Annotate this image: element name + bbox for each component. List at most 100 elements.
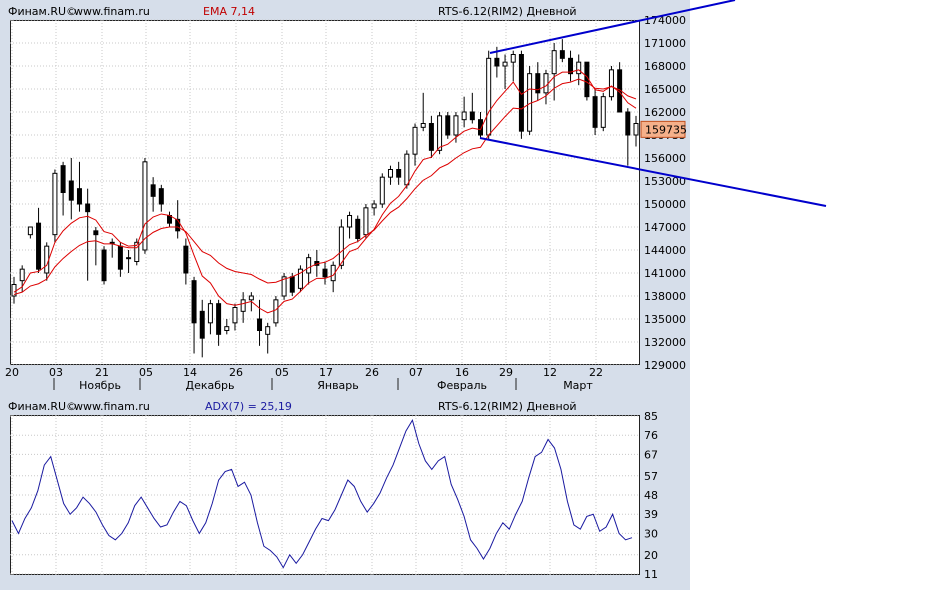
candle-body bbox=[379, 176, 385, 205]
candle-body bbox=[600, 96, 606, 128]
month-label: Март bbox=[563, 379, 593, 392]
adx-axis-tick: 11 bbox=[644, 568, 658, 581]
candle-body bbox=[52, 172, 58, 236]
month-label: Декабрь bbox=[186, 379, 235, 392]
date-axis-tick: 20 bbox=[5, 366, 19, 379]
candle-body bbox=[216, 303, 222, 335]
price-axis-tick: 138000 bbox=[644, 290, 686, 303]
candle-body bbox=[76, 188, 82, 205]
candle-body bbox=[371, 203, 377, 209]
price-axis-tick: 150000 bbox=[644, 198, 686, 211]
adx-source-label: Финам.RU© bbox=[8, 400, 78, 413]
price-axis-tick: 165000 bbox=[644, 83, 686, 96]
candle-body bbox=[527, 73, 533, 132]
candle-body bbox=[338, 226, 344, 266]
adx-axis-tick: 76 bbox=[644, 429, 658, 442]
candle-body bbox=[592, 96, 598, 128]
adx-axis-tick: 39 bbox=[644, 508, 658, 521]
candle-body bbox=[289, 276, 295, 293]
candle-body bbox=[240, 299, 246, 312]
date-axis-tick: 07 bbox=[409, 366, 423, 379]
candle-body bbox=[117, 245, 123, 270]
candle-body bbox=[535, 73, 541, 94]
adx-source-url: www.finam.ru bbox=[74, 400, 150, 413]
candle-body bbox=[494, 57, 500, 67]
candle-body bbox=[207, 303, 213, 324]
candle-body bbox=[404, 153, 410, 186]
candle-body bbox=[559, 50, 565, 59]
candle-body bbox=[396, 169, 402, 178]
candle-body bbox=[191, 280, 197, 324]
candle-body bbox=[478, 119, 483, 136]
candle-body bbox=[486, 57, 492, 136]
candle-body bbox=[355, 218, 361, 239]
candle-body bbox=[36, 222, 42, 270]
candle-body bbox=[248, 295, 254, 301]
price-axis-tick: 147000 bbox=[644, 221, 686, 234]
candle-body bbox=[420, 123, 426, 128]
candle-body bbox=[265, 326, 271, 335]
adx-axis-tick: 57 bbox=[644, 470, 658, 483]
price-axis-tick: 129000 bbox=[644, 359, 686, 372]
candle-body bbox=[101, 249, 107, 282]
candle-body bbox=[11, 284, 17, 297]
candle-body bbox=[126, 257, 132, 260]
price-axis-tick: 141000 bbox=[644, 267, 686, 280]
candle-body bbox=[543, 73, 549, 94]
ema-7-line bbox=[13, 69, 637, 314]
candle-body bbox=[44, 245, 50, 274]
adx-axis-tick: 20 bbox=[644, 549, 658, 562]
adx-axis-tick: 30 bbox=[644, 527, 658, 540]
candle-body bbox=[576, 61, 582, 75]
ema-14-line bbox=[13, 78, 637, 295]
date-axis-tick: 21 bbox=[95, 366, 109, 379]
candle-body bbox=[568, 57, 574, 75]
last-price-box bbox=[640, 120, 686, 138]
date-axis-tick: 12 bbox=[543, 366, 557, 379]
candle-body bbox=[363, 207, 369, 236]
candle-body bbox=[175, 218, 181, 232]
adx-line bbox=[11, 419, 633, 569]
date-axis-tick: 05 bbox=[275, 366, 289, 379]
candle-body bbox=[273, 299, 279, 324]
lower-trendline bbox=[479, 137, 827, 207]
price-axis-tick: 135000 bbox=[644, 313, 686, 326]
candle-body bbox=[322, 268, 328, 278]
date-axis-tick: 17 bbox=[319, 366, 333, 379]
date-axis-tick: 14 bbox=[183, 366, 197, 379]
month-label: Ноябрь bbox=[79, 379, 121, 392]
candle-body bbox=[445, 115, 451, 136]
price-axis-tick: 156000 bbox=[644, 152, 686, 165]
candle-body bbox=[437, 115, 443, 151]
price-axis-tick: 168000 bbox=[644, 60, 686, 73]
last-price-label: 159735 bbox=[645, 123, 687, 136]
price-plot-area[interactable] bbox=[10, 20, 640, 365]
month-label: Февраль bbox=[437, 379, 487, 392]
adx-axis-tick: 85 bbox=[644, 410, 658, 423]
date-axis-tick: 03 bbox=[49, 366, 63, 379]
price-axis-tick: 153000 bbox=[644, 175, 686, 188]
candle-body bbox=[93, 230, 99, 236]
candle-body bbox=[347, 215, 353, 228]
candle-body bbox=[608, 69, 614, 98]
candle-body bbox=[551, 50, 557, 75]
adx-axis-tick: 67 bbox=[644, 448, 658, 461]
candle-body bbox=[232, 307, 238, 324]
candle-body bbox=[183, 245, 189, 274]
candle-body bbox=[60, 165, 66, 194]
candle-body bbox=[142, 161, 148, 251]
candle-body bbox=[625, 111, 631, 136]
adx-axis-tick: 48 bbox=[644, 489, 658, 502]
date-axis-tick: 16 bbox=[455, 366, 469, 379]
date-axis-tick: 26 bbox=[229, 366, 243, 379]
indicator-label: EMA 7,14 bbox=[203, 5, 255, 18]
candle-body bbox=[297, 268, 303, 289]
candle-body bbox=[510, 54, 516, 63]
candle-body bbox=[428, 123, 434, 151]
price-axis-tick: 144000 bbox=[644, 244, 686, 257]
candle-body bbox=[27, 226, 33, 236]
candle-body bbox=[68, 180, 74, 201]
candle-body bbox=[469, 111, 475, 121]
candle-body bbox=[109, 241, 115, 244]
